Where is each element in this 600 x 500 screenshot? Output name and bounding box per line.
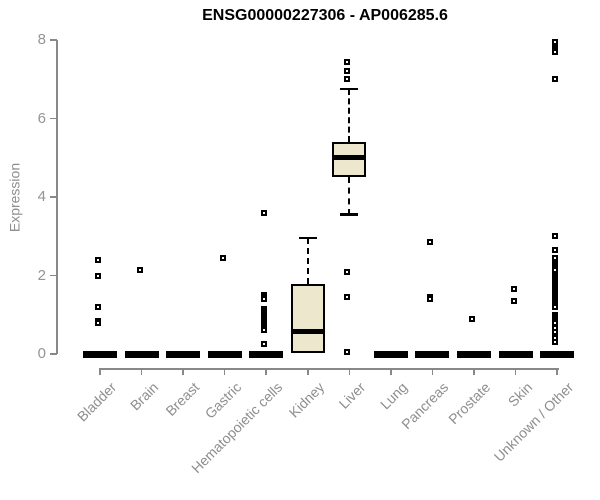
outlier-point bbox=[344, 349, 351, 356]
boxplot-median bbox=[290, 329, 325, 335]
y-axis-tick bbox=[50, 117, 57, 120]
boxplot-flat-box bbox=[124, 350, 159, 358]
whisker-upper bbox=[348, 89, 351, 143]
outlier-point bbox=[510, 286, 517, 293]
outlier-point bbox=[136, 266, 143, 273]
outlier-point bbox=[468, 315, 475, 322]
boxplot-flat-box bbox=[207, 350, 242, 358]
boxplot-flat-box bbox=[456, 350, 491, 358]
outlier-point bbox=[344, 58, 351, 65]
outlier-point bbox=[552, 303, 559, 310]
chart-title: ENSG00000227306 - AP006285.6 bbox=[202, 7, 448, 24]
y-tick-label: 0 bbox=[37, 345, 46, 362]
whisker-upper-cap bbox=[340, 87, 359, 91]
boxplot-flat-box bbox=[415, 350, 450, 358]
whisker-upper bbox=[306, 238, 309, 285]
outlier-point bbox=[552, 254, 559, 261]
outlier-point bbox=[344, 76, 351, 83]
outlier-point bbox=[344, 268, 351, 275]
x-category-label: Unknown / Other bbox=[490, 379, 577, 465]
boxplot-flat-box bbox=[83, 350, 117, 358]
x-axis-tick bbox=[431, 368, 434, 375]
outlier-point bbox=[427, 296, 434, 303]
x-axis-tick bbox=[182, 368, 184, 375]
x-axis-tick bbox=[514, 368, 517, 375]
boxplot-flat-box bbox=[249, 350, 284, 358]
outlier-point bbox=[219, 254, 226, 261]
outlier-point bbox=[95, 272, 101, 279]
boxplot-flat-box bbox=[498, 350, 533, 358]
boxplot-flat-box bbox=[166, 350, 201, 358]
x-axis-tick bbox=[348, 368, 351, 375]
x-axis-line bbox=[99, 368, 559, 370]
outlier-point bbox=[552, 76, 559, 83]
outlier-point bbox=[261, 209, 268, 216]
y-tick-label: 6 bbox=[37, 109, 46, 127]
outlier-point bbox=[95, 256, 101, 263]
whisker-upper-cap bbox=[298, 236, 317, 240]
whisker-lower bbox=[348, 177, 351, 215]
x-axis-tick bbox=[99, 368, 101, 375]
x-axis-tick bbox=[223, 368, 226, 375]
outlier-point bbox=[552, 48, 559, 55]
outlier-point bbox=[552, 246, 559, 253]
outlier-point bbox=[344, 294, 351, 301]
boxplot-flat-box bbox=[540, 350, 575, 358]
outlier-point bbox=[261, 296, 268, 303]
x-axis-tick bbox=[556, 368, 558, 375]
y-tick-label: 8 bbox=[37, 31, 46, 48]
outlier-point bbox=[344, 68, 351, 75]
y-tick-label: 2 bbox=[37, 266, 46, 284]
y-tick-label: 4 bbox=[37, 188, 46, 205]
outlier-point bbox=[510, 298, 517, 304]
x-axis-tick bbox=[390, 368, 392, 375]
x-axis-tick bbox=[265, 368, 267, 375]
whisker-lower-cap bbox=[340, 213, 359, 216]
outlier-point bbox=[95, 303, 101, 310]
outlier-point bbox=[552, 233, 559, 240]
x-axis-tick bbox=[307, 368, 309, 375]
boxplot-box bbox=[290, 284, 325, 354]
outlier-point bbox=[427, 239, 434, 246]
y-axis-tick bbox=[50, 39, 57, 41]
boxplot-median bbox=[332, 155, 367, 161]
y-axis-tick bbox=[50, 274, 57, 277]
y-axis-tick bbox=[50, 196, 57, 198]
outlier-point bbox=[552, 339, 559, 346]
x-axis-tick bbox=[140, 368, 143, 375]
outlier-point bbox=[95, 319, 101, 326]
x-axis-tick bbox=[473, 368, 475, 375]
y-axis-tick bbox=[50, 353, 57, 355]
outlier-point bbox=[261, 327, 268, 334]
boxplot-flat-box bbox=[373, 350, 408, 358]
outlier-point bbox=[261, 341, 268, 348]
